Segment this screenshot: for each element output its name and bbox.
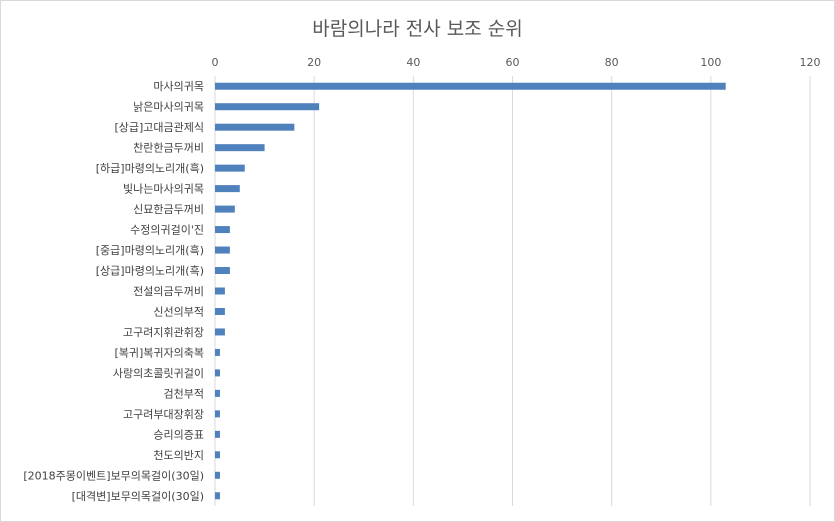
bars <box>215 82 726 500</box>
category-label: [중급]마령의노리개(흑) <box>96 243 204 257</box>
category-label: 찬란한금두꺼비 <box>133 141 204 155</box>
bar <box>215 267 230 275</box>
x-tick-label: 100 <box>700 56 721 69</box>
category-label: [상급]고대금관제식 <box>114 121 204 134</box>
chart-title: 바람의나라 전사 보조 순위 <box>312 18 523 40</box>
category-label: 빛나는마사의귀목 <box>123 183 204 196</box>
bar <box>215 369 220 377</box>
bar <box>215 144 265 152</box>
category-label: 천도의반지 <box>153 448 204 462</box>
bar <box>215 328 225 336</box>
bar <box>215 185 240 193</box>
category-label: 고구려지휘관휘장 <box>123 326 204 339</box>
bar <box>215 348 220 356</box>
category-label: 신선의부적 <box>153 305 204 318</box>
bar <box>215 492 220 500</box>
category-label: [복귀]복귀자의축복 <box>114 346 204 359</box>
x-tick-label: 20 <box>307 56 321 69</box>
bar <box>215 389 220 397</box>
bar <box>215 287 225 295</box>
bar <box>215 103 320 111</box>
bar <box>215 410 220 418</box>
bar <box>215 205 235 213</box>
x-tick-label: 40 <box>406 56 420 69</box>
bar <box>215 123 295 131</box>
x-tick-label: 60 <box>506 56 520 69</box>
bar <box>215 471 220 479</box>
bar <box>215 430 220 438</box>
x-axis-ticks: 0 20 40 60 80 100 120 <box>212 56 821 69</box>
category-label: [대격변]보무의목걸이(30일) <box>72 489 204 503</box>
bar <box>215 164 245 172</box>
x-tick-label: 0 <box>212 56 219 69</box>
x-tick-label: 80 <box>605 56 619 69</box>
category-label: [상급]마령의노리개(흑) <box>96 264 204 278</box>
category-label: 수정의귀걸이'진 <box>130 224 204 237</box>
category-label: 고구려부대장휘장 <box>123 408 204 421</box>
bar <box>215 226 230 234</box>
gridlines <box>214 76 811 506</box>
bar <box>215 82 726 90</box>
category-label: [하급]마령의노리개(흑) <box>96 161 204 175</box>
category-label: [2018주몽이벤트]보무의목걸이(30일) <box>23 468 204 482</box>
category-label: 전설의금두꺼비 <box>133 285 204 298</box>
category-label: 마사의귀목 <box>153 80 204 93</box>
bar <box>215 307 225 315</box>
category-label: 승리의증표 <box>153 428 204 441</box>
x-tick-label: 120 <box>800 56 821 69</box>
category-label: 검천부적 <box>164 386 204 400</box>
bar <box>215 451 220 459</box>
category-label: 사랑의초콜릿귀걸이 <box>113 367 204 380</box>
category-label: 낡은마사의귀목 <box>133 101 204 114</box>
category-label: 신묘한금두꺼비 <box>133 203 204 216</box>
bar <box>215 246 230 254</box>
